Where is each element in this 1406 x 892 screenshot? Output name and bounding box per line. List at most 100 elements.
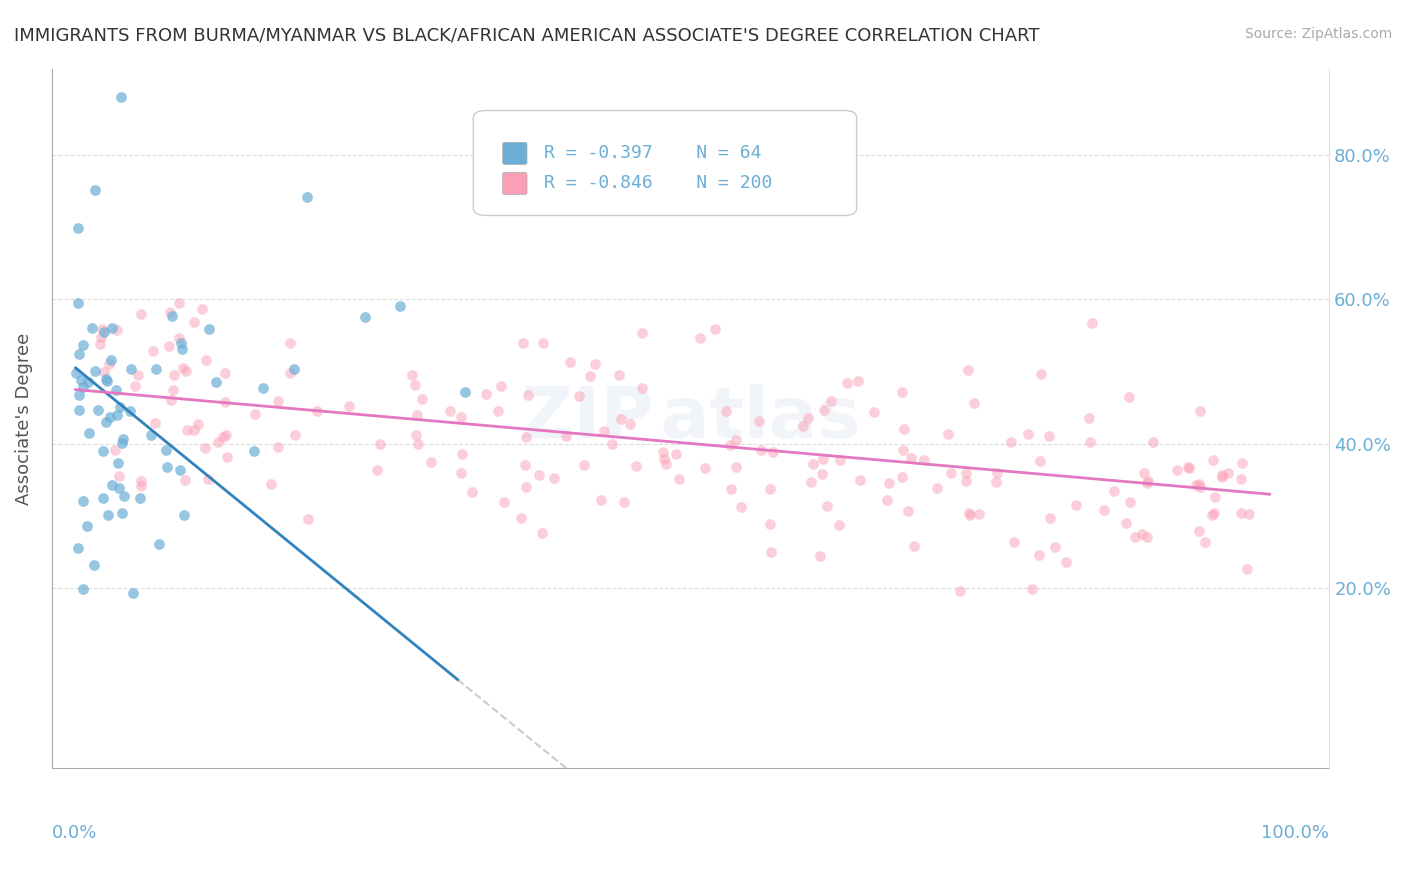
- Point: [97, 357, 120, 371]
- Point: [655, 457, 678, 471]
- Point: [955, 474, 977, 488]
- Point: [404, 378, 426, 392]
- Point: [454, 385, 477, 400]
- Point: [167, 330, 190, 344]
- Point: [1017, 427, 1039, 442]
- Point: [619, 417, 641, 432]
- Point: [1119, 495, 1142, 509]
- Point: [1029, 454, 1052, 468]
- Point: [107, 469, 129, 483]
- Point: [567, 389, 589, 403]
- Point: [104, 443, 127, 458]
- Point: [560, 355, 582, 369]
- Point: [84, 183, 107, 197]
- Point: [215, 450, 238, 464]
- Point: [93, 326, 115, 340]
- Point: [148, 537, 170, 551]
- Point: [730, 500, 752, 515]
- Point: [72, 338, 94, 352]
- Text: R = -0.846    N = 200: R = -0.846 N = 200: [544, 175, 772, 193]
- Point: [90, 330, 112, 344]
- Point: [515, 430, 537, 444]
- Point: [162, 309, 184, 323]
- Point: [512, 336, 534, 351]
- Point: [1202, 453, 1225, 467]
- Point: [1115, 516, 1137, 531]
- Point: [91, 491, 114, 505]
- Point: [1178, 461, 1201, 475]
- Point: [903, 539, 925, 553]
- Point: [630, 381, 652, 395]
- Point: [1136, 530, 1159, 544]
- Point: [1230, 506, 1253, 520]
- Point: [72, 380, 94, 394]
- Point: [65, 366, 87, 380]
- Point: [956, 363, 979, 377]
- Point: [759, 516, 782, 531]
- Point: [98, 410, 121, 425]
- Point: [837, 376, 859, 390]
- Point: [366, 463, 388, 477]
- Point: [100, 353, 122, 368]
- Point: [583, 357, 606, 371]
- Point: [1038, 429, 1060, 443]
- Point: [1043, 540, 1066, 554]
- Point: [515, 458, 537, 473]
- Point: [214, 395, 236, 409]
- Point: [411, 392, 433, 406]
- Point: [159, 305, 181, 319]
- Point: [278, 335, 301, 350]
- Point: [112, 432, 135, 446]
- Point: [406, 408, 429, 422]
- Point: [792, 419, 814, 434]
- Point: [1177, 460, 1199, 475]
- Point: [828, 517, 851, 532]
- Point: [591, 493, 613, 508]
- Point: [76, 376, 98, 390]
- Point: [215, 428, 238, 442]
- Point: [1092, 502, 1115, 516]
- Point: [197, 472, 219, 486]
- Point: [1029, 368, 1052, 382]
- Point: [668, 472, 690, 486]
- Point: [624, 458, 647, 473]
- Point: [110, 90, 132, 104]
- Point: [94, 371, 117, 385]
- Point: [900, 451, 922, 466]
- Point: [1000, 435, 1022, 450]
- Point: [176, 423, 198, 437]
- Point: [813, 402, 835, 417]
- Point: [370, 437, 392, 451]
- Point: [160, 392, 183, 407]
- Point: [720, 482, 742, 496]
- Point: [83, 364, 105, 378]
- Point: [305, 404, 328, 418]
- Point: [194, 441, 217, 455]
- Point: [1021, 582, 1043, 596]
- Point: [162, 383, 184, 397]
- Point: [1142, 434, 1164, 449]
- Point: [1028, 549, 1050, 563]
- Point: [531, 336, 554, 351]
- Point: [1202, 506, 1225, 520]
- Point: [129, 474, 152, 488]
- Point: [651, 444, 673, 458]
- Point: [67, 388, 90, 402]
- Point: [489, 378, 512, 392]
- Text: 0.0%: 0.0%: [52, 824, 97, 842]
- Point: [516, 388, 538, 402]
- Point: [191, 301, 214, 316]
- Point: [939, 466, 962, 480]
- Point: [665, 447, 688, 461]
- Point: [105, 323, 128, 337]
- Point: [749, 442, 772, 457]
- Point: [72, 582, 94, 597]
- Point: [714, 404, 737, 418]
- Point: [439, 403, 461, 417]
- Point: [354, 310, 377, 324]
- Point: [183, 423, 205, 437]
- Point: [96, 415, 118, 429]
- Point: [1185, 478, 1208, 492]
- Point: [475, 387, 498, 401]
- Point: [578, 369, 600, 384]
